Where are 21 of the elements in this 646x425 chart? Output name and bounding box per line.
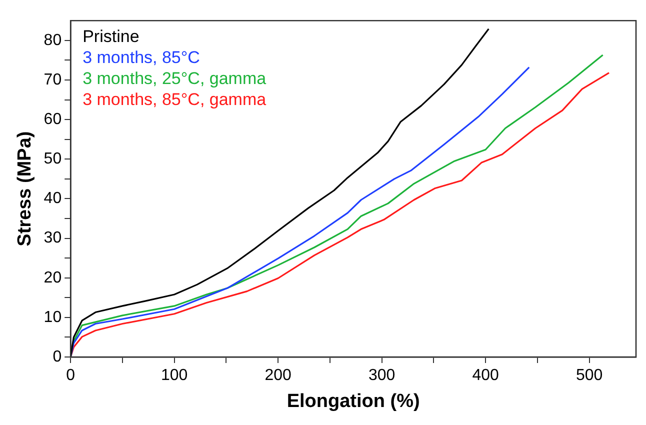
- text: Pristine: [82, 26, 140, 46]
- x-tick-label: 100: [160, 367, 188, 384]
- y-tick-label: 60: [44, 110, 62, 128]
- text: 3 months, 85°C: [82, 48, 200, 67]
- x-tick-label: 500: [576, 367, 603, 384]
- y-tick-label: 10: [44, 308, 62, 326]
- y-tick-label: 0: [52, 348, 62, 366]
- x-tick-label: 200: [264, 367, 292, 384]
- x-tick-label: 0: [66, 367, 76, 384]
- y-tick-label: 70: [44, 71, 62, 88]
- x-tick-label: 300: [368, 367, 396, 384]
- y-tick-label: 50: [44, 150, 62, 168]
- text: 3 months, 85°C, gamma: [82, 90, 267, 109]
- x-tick-label: 400: [472, 367, 500, 384]
- y-tick-label: 20: [44, 269, 62, 286]
- y-tick-label: 40: [44, 190, 62, 208]
- y-tick-label: 80: [44, 32, 62, 49]
- y-axis-title: Stress (MPa): [14, 131, 36, 246]
- text: 3 months, 25°C, gamma: [82, 68, 267, 88]
- y-tick-label: 30: [44, 230, 62, 247]
- x-axis-title: Elongation (%): [286, 390, 420, 412]
